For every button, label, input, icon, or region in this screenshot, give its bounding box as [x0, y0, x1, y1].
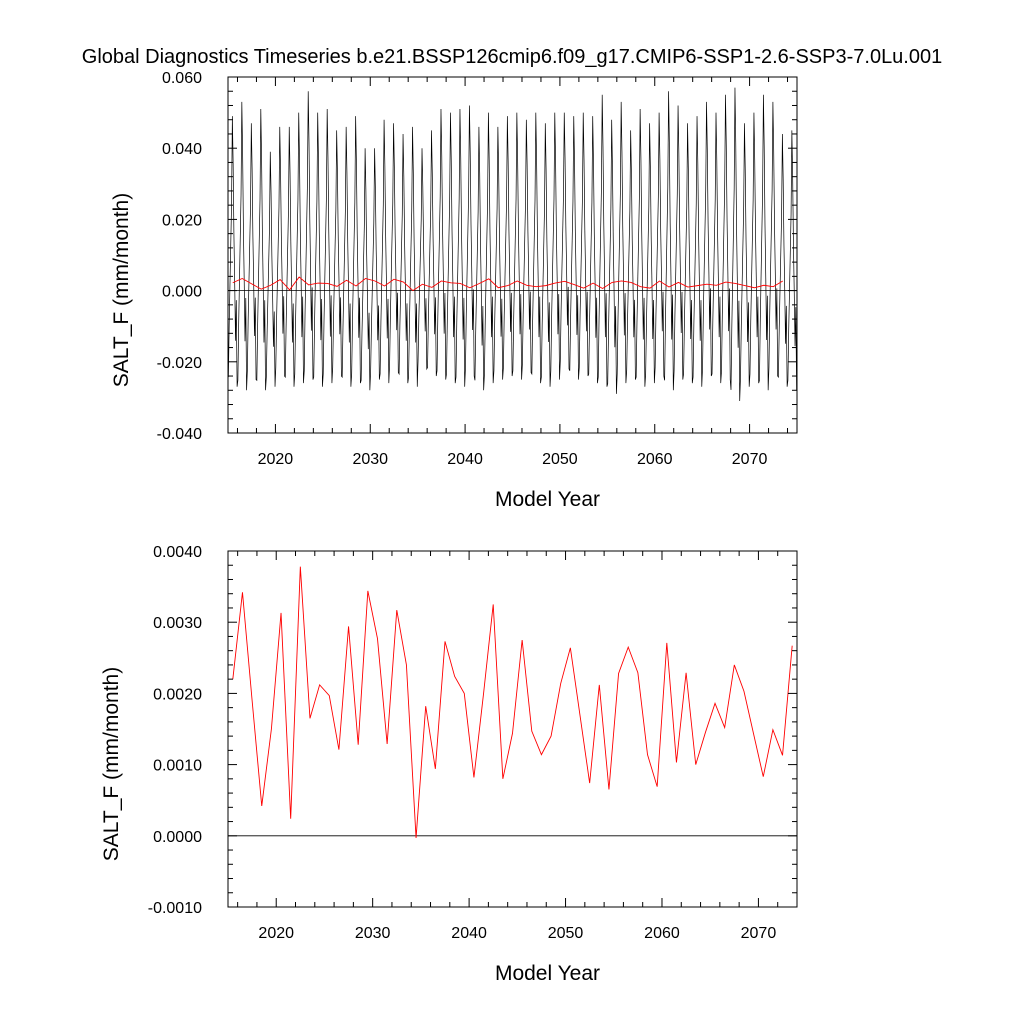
y-axis-title: SALT_F (mm/month) [110, 193, 133, 387]
x-tick-label: 2050 [548, 925, 584, 942]
chart-title: Global Diagnostics Timeseries b.e21.BSSP… [82, 46, 942, 68]
y-tick-label: 0.0020 [153, 686, 202, 703]
x-tick-label: 2060 [637, 451, 673, 468]
x-tick-label: 2030 [355, 925, 391, 942]
y-tick-label: 0.0040 [153, 544, 202, 561]
x-tick-label: 2050 [542, 451, 578, 468]
x-axis-title: Model Year [495, 962, 600, 985]
x-tick-label: 2030 [352, 451, 388, 468]
y-axis-title: SALT_F (mm/month) [100, 667, 123, 861]
plot-frame [227, 550, 798, 908]
y-tick-label: 0.020 [162, 212, 202, 229]
y-tick-label: 0.060 [162, 70, 202, 87]
y-tick-label: 0.000 [162, 284, 202, 301]
x-tick-label: 2070 [741, 925, 777, 942]
annual-mean-series-line [232, 276, 784, 292]
y-tick-label: 0.0000 [153, 829, 202, 846]
y-tick-label: 0.040 [162, 141, 202, 158]
plot-frame [227, 76, 798, 434]
top-panel: 2020 2030 2040 2050 2060 2070 -0.040 -0.020 0.00… [110, 70, 798, 511]
bottom-panel: 2020 2030 2040 2050 2060 2070 -0.0010 0.0000 0.0… [100, 544, 798, 985]
x-tick-label: 2040 [451, 925, 487, 942]
y-tick-label: -0.040 [157, 426, 202, 443]
y-tick-label: -0.020 [157, 355, 202, 372]
x-tick-label: 2040 [447, 451, 483, 468]
x-tick-label: 2060 [644, 925, 680, 942]
y-tick-label: -0.0010 [148, 900, 202, 917]
y-tick-label: 0.0030 [153, 615, 202, 632]
x-tick-label: 2070 [732, 451, 768, 468]
annual-mean-series-line [232, 566, 793, 838]
monthly-series-line [228, 87, 797, 401]
y-tick-label: 0.0010 [153, 758, 202, 775]
x-tick-label: 2020 [258, 925, 294, 942]
x-tick-label: 2020 [258, 451, 294, 468]
x-axis-title: Model Year [495, 488, 600, 511]
